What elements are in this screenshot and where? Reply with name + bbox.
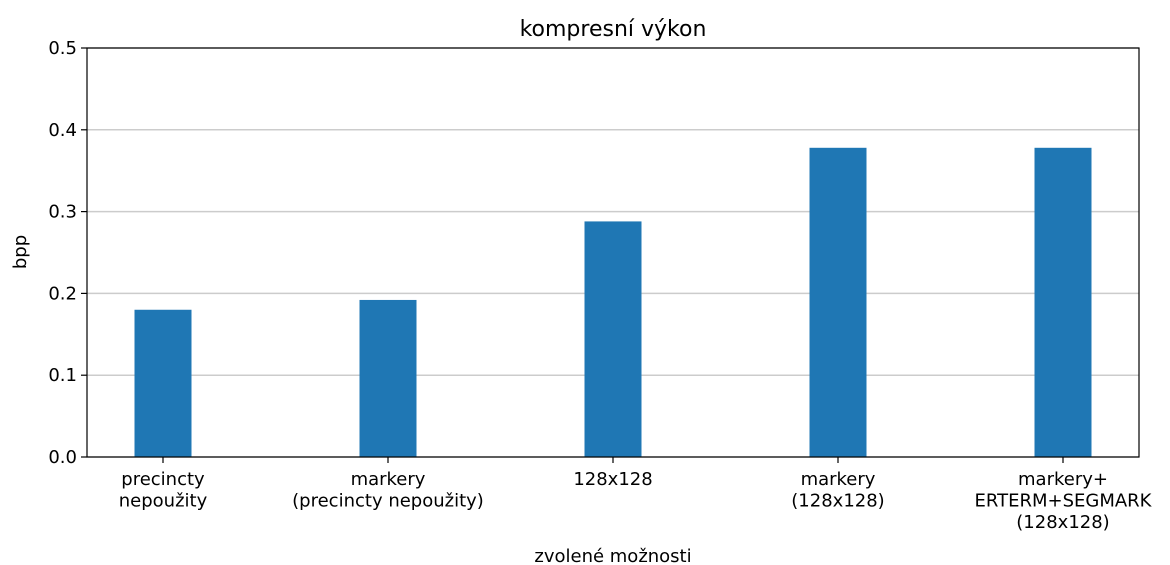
x-tick-label: markery (precincty nepoužity) [292,469,484,512]
plot-frame [86,47,1140,458]
x-axis-label: zvolené možnosti [534,546,691,565]
y-tick-label: 0.0 [48,447,77,468]
y-tick-label: 0.1 [48,365,77,386]
bar [809,147,867,457]
y-tick-label: 0.2 [48,283,77,304]
chart-title: kompresní výkon [520,17,707,42]
x-tick-label: precincty nepoužity [119,469,208,512]
x-tick-label: markery (128x128) [791,469,884,512]
y-tick-label: 0.4 [48,120,77,141]
y-tick-label: 0.3 [48,202,77,223]
y-tick-label: 0.5 [48,38,77,59]
bar [134,309,192,457]
bar [1034,147,1092,457]
x-tick-label: markery+ ERTERM+SEGMARK (128x128) [975,469,1153,533]
bar [584,221,642,457]
x-tick-label: 128x128 [573,469,652,490]
y-axis-label: bpp [10,235,31,269]
bar [359,299,417,457]
